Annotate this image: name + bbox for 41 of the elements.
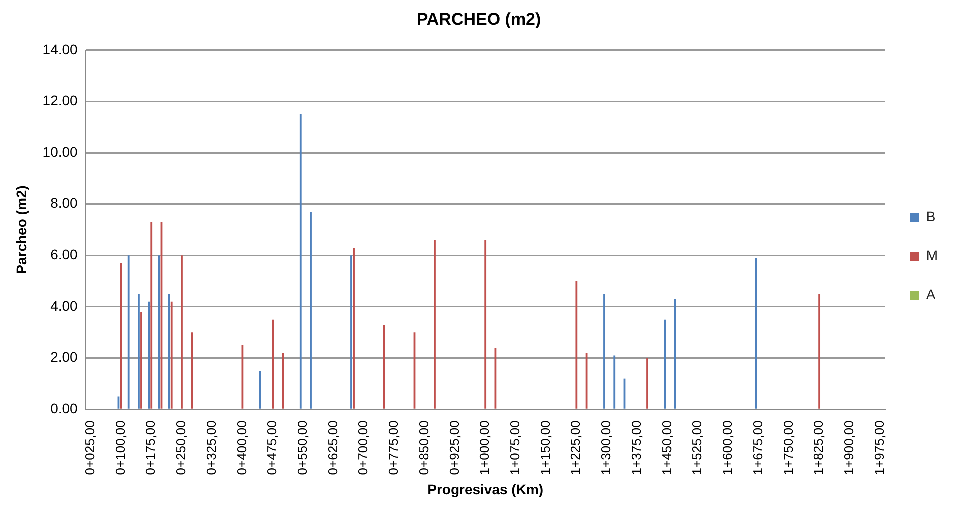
y-tick-label: 8.00 — [50, 195, 78, 212]
x-tick-label: 0+025,00 — [82, 420, 98, 476]
y-tick-label: 10.00 — [42, 144, 78, 160]
legend-label: B — [926, 208, 936, 224]
y-tick-label: 6.00 — [50, 246, 78, 263]
x-tick-label: 0+175,00 — [143, 420, 158, 476]
x-tick-label: 1+375,00 — [628, 420, 644, 476]
x-tick-label: 0+550,00 — [295, 420, 310, 476]
x-axis-title: Progresivas (Km) — [428, 481, 544, 498]
x-tick-label: 1+900,00 — [841, 420, 856, 476]
x-tick-label: 0+775,00 — [386, 420, 402, 476]
x-tick-label: 1+000,00 — [477, 420, 492, 476]
x-tick-label: 1+150,00 — [538, 420, 553, 476]
x-tick-label: 1+225,00 — [568, 420, 584, 476]
y-axis-title: Parcheo (m2) — [13, 186, 30, 274]
x-tick-label: 0+475,00 — [264, 420, 280, 476]
x-tick-label: 0+700,00 — [356, 420, 371, 476]
y-tick-label: 2.00 — [50, 349, 78, 366]
y-tick-label: 0.00 — [50, 400, 78, 416]
x-tick-label: 0+100,00 — [112, 420, 128, 476]
x-tick-label: 0+400,00 — [234, 420, 250, 476]
legend-label: A — [926, 286, 936, 302]
x-tick-label: 0+625,00 — [325, 420, 340, 476]
x-tick-label: 0+325,00 — [204, 420, 219, 476]
x-tick-label: 1+825,00 — [811, 420, 826, 476]
x-tick-label: 1+300,00 — [598, 420, 614, 476]
x-tick-label: 0+250,00 — [174, 420, 189, 476]
y-tick-label: 4.00 — [50, 298, 78, 314]
x-tick-label: 1+975,00 — [872, 420, 887, 476]
x-tick-label: 1+750,00 — [780, 420, 796, 476]
x-tick-label: 1+450,00 — [659, 420, 674, 476]
x-tick-label: 0+850,00 — [416, 420, 432, 476]
x-tick-label: 1+675,00 — [750, 420, 766, 476]
x-tick-label: 0+925,00 — [446, 420, 462, 476]
chart-title: PARCHEO (m2) — [416, 10, 542, 29]
x-tick-label: 1+600,00 — [720, 420, 736, 476]
y-tick-label: 12.00 — [42, 92, 78, 109]
legend-label: M — [926, 247, 938, 264]
y-tick-label: 14.00 — [42, 41, 78, 58]
x-tick-label: 1+525,00 — [690, 420, 705, 476]
x-tick-label: 1+075,00 — [508, 420, 523, 476]
